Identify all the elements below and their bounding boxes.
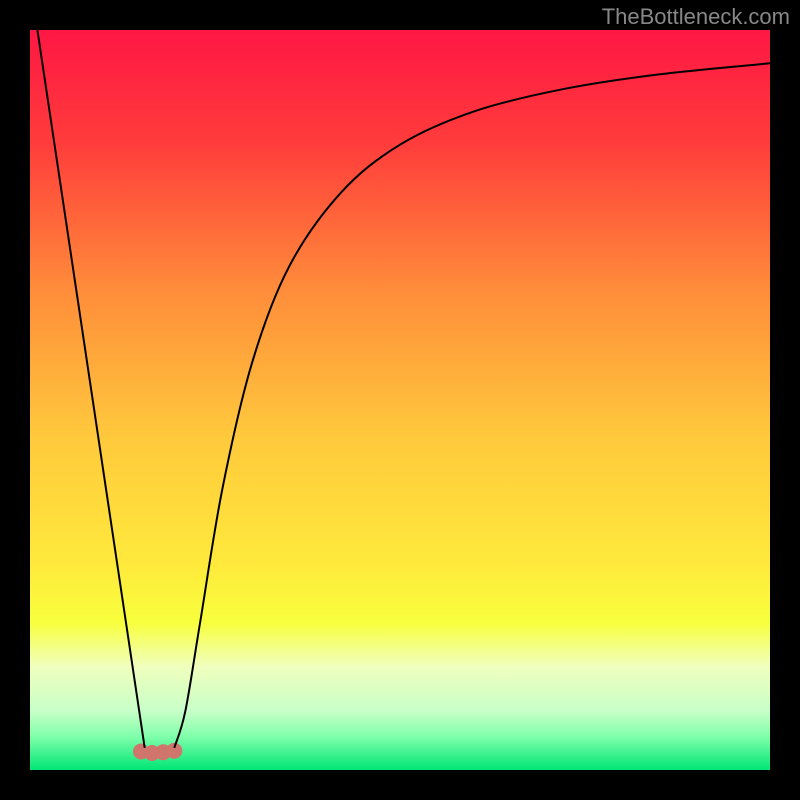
- gradient-background: [30, 30, 770, 770]
- chart-container: TheBottleneck.com: [0, 0, 800, 800]
- watermark-text: TheBottleneck.com: [602, 4, 790, 30]
- plot-svg: [30, 30, 770, 770]
- plot-area: [30, 30, 770, 770]
